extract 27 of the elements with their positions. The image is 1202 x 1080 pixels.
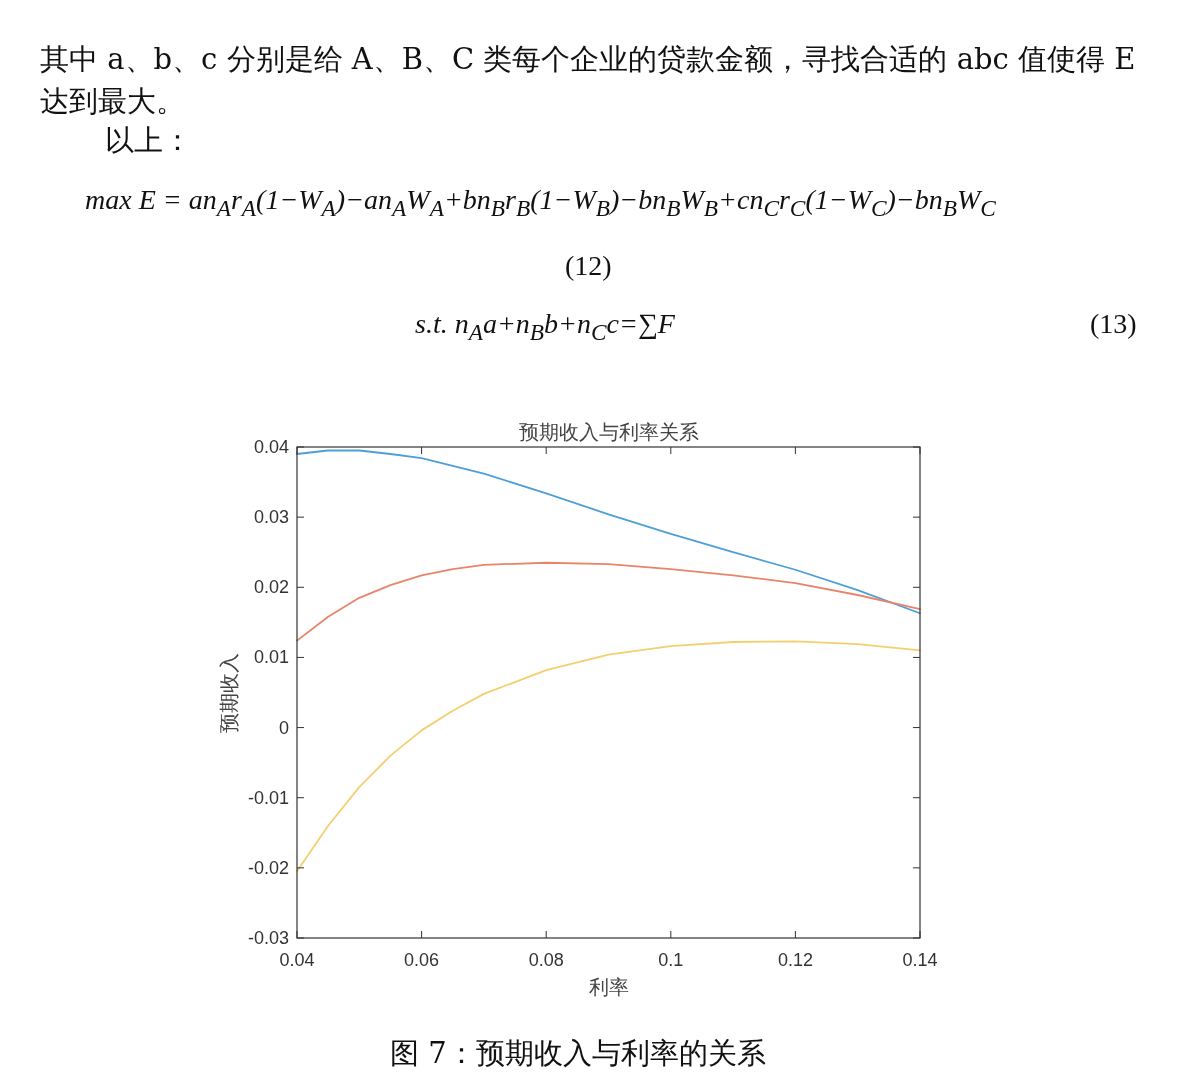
x-tick-label: 0.12 [777,950,813,970]
y-axis-title: 预期收入 [217,652,241,733]
y-tick-label: 0.01 [253,647,289,668]
y-tick-label: 0 [278,717,289,738]
caption: 图 7：预期收入与利率的关系 [390,1035,767,1072]
text: max E = an$_{A}$r$_{A}$(1−W$_{A}$)−an$_{A}$W$_{A}$+bn$_{B}$r$_{B}$(1−W$_{B}$)−bn$_{B}$W$_{B}$+cn$_{C}$r$_{C}$(1−W$_{C}$)−bn$_{B}$W$_{C}$ [85,184,996,221]
y-tick-label: -0.03 [247,928,289,948]
x-axis-title: 利率 [588,975,629,999]
x-tick-label: 0.08 [528,950,564,970]
text: (13) [1090,307,1138,341]
line-series [296,640,921,873]
text: s.t. n$_{A}$a+n$_{B}$b+n$_{C}$c=∑F [415,307,676,347]
y-tick-label: 0.02 [253,577,289,598]
x-tick-label: 0.14 [902,950,938,970]
x-tick-label: 0.06 [404,950,440,970]
chart-title: 预期收入与利率关系 [518,420,699,444]
text: (12) [565,249,613,283]
x-tick-label: 0.04 [279,950,315,970]
y-tick-label: 0.03 [253,507,289,528]
y-tick-label: -0.01 [247,787,289,808]
line-series [296,561,921,642]
y-tick-label: -0.02 [247,857,289,878]
line-series [296,449,921,615]
x-tick-label: 0.1 [658,950,684,970]
text: 以上： [105,122,193,159]
y-tick-label: 0.04 [253,437,289,457]
text: 其中 a、b、c 分别是给 A、B、C 类每个企业的贷款金额，寻找合适的 abc 值使得 E 达到最大。 [40,41,1137,120]
